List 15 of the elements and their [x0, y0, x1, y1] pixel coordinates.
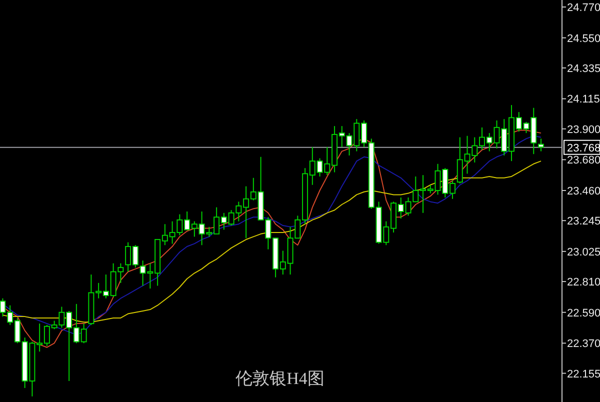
y-tick-label: 22.155 [567, 368, 600, 380]
y-tick-label: 22.810 [567, 276, 600, 289]
y-tick-label: 24.115 [567, 94, 600, 106]
y-tick-label: 24.335 [567, 62, 600, 75]
y-tick-label: 23.460 [567, 185, 600, 198]
y-tick-label: 24.770 [567, 2, 600, 14]
y-tick-label: 22.590 [567, 307, 600, 320]
y-tick-label: 22.370 [567, 338, 600, 350]
y-tick-label: 23.245 [567, 216, 600, 228]
ref-line-label: 23.768 [567, 142, 600, 154]
y-tick-label: 23.025 [567, 246, 600, 258]
y-tick-label: 24.550 [567, 32, 600, 45]
y-tick-label: 23.900 [567, 124, 600, 136]
text: 伦敦银H4图 [236, 369, 324, 388]
y-tick-label: 23.680 [567, 154, 600, 167]
